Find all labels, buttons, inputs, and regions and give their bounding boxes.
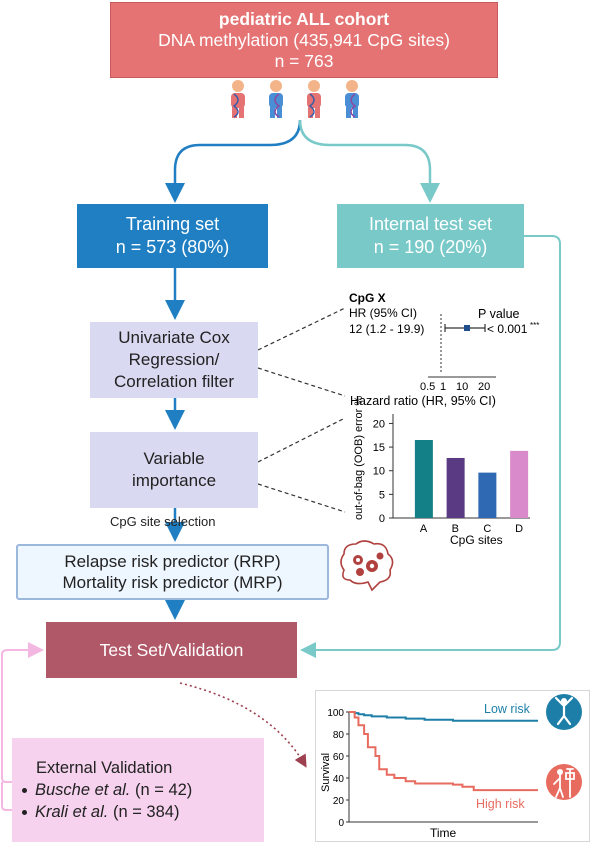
- km-ytick-label: 40: [333, 774, 345, 785]
- km-ytick-label: 20: [333, 796, 345, 807]
- internal-test-set-box: Internal test set n = 190 (20%): [337, 204, 524, 268]
- bar-ytick-label: 10: [373, 466, 385, 478]
- brain-gears-icon: [340, 540, 394, 592]
- bar-xlabel: CpG sites: [450, 533, 503, 547]
- forest-xlabel: Hazard ratio (HR, 95% CI): [350, 394, 496, 408]
- test-validation-label: Test Set/Validation: [99, 639, 244, 660]
- variable-importance-box: Variable importance: [90, 432, 258, 508]
- external-n-busche: (n = 42): [130, 781, 193, 799]
- bullet: [22, 787, 27, 793]
- external-item-krali: Krali et al. (n = 384): [22, 801, 180, 823]
- arrow-cohort-to-internal-test: [298, 119, 440, 203]
- arrow-internal-to-test-validation: [300, 235, 561, 658]
- external-author-busche: Busche et al.: [35, 781, 131, 799]
- forest-point-estimate: [464, 325, 470, 331]
- forest-p-header: P value: [478, 307, 520, 321]
- bar-A: [414, 440, 433, 518]
- survival-chart: Survival 0 20 40 60 80 100 Time Low risk High…: [320, 702, 538, 840]
- forest-hr-value: 12 (1.2 - 19.9): [349, 322, 424, 336]
- bullet: [22, 809, 27, 815]
- external-author-krali: Krali et al.: [35, 803, 109, 821]
- predictors-box: Relapse risk predictor (RRP) Mortality r…: [16, 544, 329, 600]
- forest-p-stars: ***: [530, 321, 539, 330]
- internal-test-count: n = 190 (20%): [373, 237, 488, 257]
- km-xlabel: Time: [430, 826, 457, 840]
- bar-xtick-label: C: [483, 523, 491, 535]
- dashed-cox-to-forest-bottom: [257, 367, 346, 397]
- bar-B: [446, 457, 465, 518]
- bar-ylabel: out-of-bag (OOB) error %: [353, 396, 365, 520]
- km-line-high-risk: [349, 711, 538, 792]
- km-ytick-label: 0: [338, 818, 344, 829]
- bar-xtick-label: D: [515, 523, 523, 535]
- km-ytick-label: 60: [333, 752, 345, 763]
- bar-ytick-label: 5: [379, 489, 385, 501]
- cohort-methylation: DNA methylation (435,941 CpG sites): [158, 29, 450, 50]
- dashed-cox-to-forest-top: [257, 307, 346, 351]
- arrow-cohort-to-training: [165, 119, 302, 203]
- bar-xtick-label: A: [420, 523, 428, 535]
- varimp-line-2: importance: [131, 471, 217, 490]
- connector-external-lower: [1, 782, 12, 811]
- forest-p-value: < 0.001: [487, 322, 528, 336]
- mortality-predictor-label: Mortality risk predictor (MRP): [62, 573, 283, 592]
- test-validation-box: Test Set/Validation: [46, 622, 297, 678]
- oob-error-bar-chart: out-of-bag (OOB) error % 0 5 10 15 20 A B C D C…: [353, 396, 530, 547]
- km-ytick-label: 100: [327, 708, 344, 719]
- training-set-box: Training set n = 573 (80%): [77, 204, 268, 268]
- cox-line-1: Univariate Cox: [118, 328, 230, 347]
- arrow-external-to-test-validation: [0, 642, 44, 783]
- cox-filter-box: Univariate Cox Regression/ Correlation f…: [90, 322, 258, 398]
- forest-tick-1: 1: [440, 381, 446, 393]
- dashed-varimp-to-bar-bottom: [257, 483, 346, 513]
- bar-xtick-label: B: [452, 523, 459, 535]
- bar-ytick-label: 0: [379, 513, 385, 525]
- km-label-high-risk: High risk: [476, 797, 525, 811]
- forest-tick-2: 10: [456, 381, 468, 393]
- survival-panel-border: [315, 690, 590, 842]
- km-line-low-risk: [349, 711, 538, 722]
- relapse-predictor-label: Relapse risk predictor (RRP): [64, 552, 281, 571]
- cox-line-2: Regression/: [128, 350, 220, 369]
- person-iv-drip-icon: [546, 764, 582, 800]
- cohort-box: pediatric ALL cohort DNA methylation (43…: [110, 2, 498, 78]
- km-ylabel: Survival: [320, 753, 332, 792]
- training-set-label: Training set: [125, 214, 220, 234]
- training-set-count: n = 573 (80%): [115, 237, 230, 257]
- forest-tick-0: 0.5: [420, 381, 435, 393]
- bar-D: [510, 450, 529, 518]
- bar-ytick-label: 15: [373, 442, 385, 454]
- dashed-varimp-to-bar-top: [257, 417, 346, 463]
- internal-test-label: Internal test set: [368, 214, 493, 234]
- forest-hr-header: HR (95% CI): [349, 306, 417, 320]
- km-label-low-risk: Low risk: [484, 702, 531, 716]
- child-dna-icon: [231, 80, 359, 118]
- varimp-line-1: Variable: [143, 449, 205, 468]
- bar-ytick-label: 20: [373, 418, 385, 430]
- bar-C: [478, 472, 497, 518]
- forest-tick-3: 20: [478, 381, 490, 393]
- external-item-busche: Busche et al. (n = 42): [22, 779, 193, 801]
- external-validation-title: External Validation: [36, 759, 173, 777]
- forest-plot: CpG X HR (95% CI) P value 12 (1.2 - 19.9…: [349, 291, 539, 408]
- external-validation-box: External Validation Busche et al. (n = 4…: [12, 738, 264, 842]
- external-n-krali: (n = 384): [108, 803, 180, 821]
- dotted-test-to-survival: [179, 682, 307, 768]
- cohort-title: pediatric ALL cohort: [218, 8, 390, 29]
- cox-line-3: Correlation filter: [114, 372, 234, 391]
- person-jumping-icon: [546, 694, 582, 730]
- forest-variable: CpG X: [349, 291, 386, 305]
- km-ytick-label: 80: [333, 730, 345, 741]
- cohort-count: n = 763: [274, 50, 334, 71]
- cpg-selection-label: CpG site selection: [110, 514, 216, 529]
